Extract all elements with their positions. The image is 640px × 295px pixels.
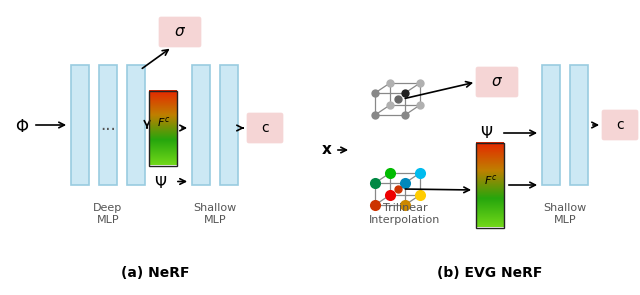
- Text: $F^c$: $F^c$: [157, 115, 171, 129]
- FancyBboxPatch shape: [192, 65, 210, 185]
- Text: c: c: [616, 118, 624, 132]
- Text: $\Psi$: $\Psi$: [481, 125, 493, 141]
- FancyBboxPatch shape: [127, 65, 145, 185]
- FancyBboxPatch shape: [99, 65, 117, 185]
- FancyBboxPatch shape: [71, 65, 89, 185]
- Text: Trilinear
Interpolation: Trilinear Interpolation: [369, 203, 441, 224]
- Bar: [149, 91, 177, 165]
- Text: (a) NeRF: (a) NeRF: [121, 266, 189, 280]
- Text: Deep
MLP: Deep MLP: [93, 203, 123, 224]
- Text: (b) EVG NeRF: (b) EVG NeRF: [437, 266, 543, 280]
- Text: Shallow
MLP: Shallow MLP: [543, 203, 587, 224]
- FancyBboxPatch shape: [159, 17, 201, 47]
- Text: $F^c$: $F^c$: [484, 173, 498, 187]
- FancyBboxPatch shape: [602, 110, 638, 140]
- Bar: [476, 142, 504, 227]
- Text: $\sigma$: $\sigma$: [491, 75, 503, 89]
- FancyBboxPatch shape: [542, 65, 560, 185]
- FancyBboxPatch shape: [247, 113, 283, 143]
- FancyBboxPatch shape: [570, 65, 588, 185]
- Text: $\Phi$: $\Phi$: [15, 118, 29, 136]
- FancyBboxPatch shape: [220, 65, 238, 185]
- Text: Shallow
MLP: Shallow MLP: [193, 203, 237, 224]
- FancyBboxPatch shape: [476, 67, 518, 97]
- Text: $\mathbf{x}$: $\mathbf{x}$: [321, 142, 333, 158]
- Text: ...: ...: [100, 116, 116, 134]
- Text: $\sigma$: $\sigma$: [174, 24, 186, 40]
- Text: c: c: [261, 121, 269, 135]
- Text: $\Psi$: $\Psi$: [154, 176, 168, 191]
